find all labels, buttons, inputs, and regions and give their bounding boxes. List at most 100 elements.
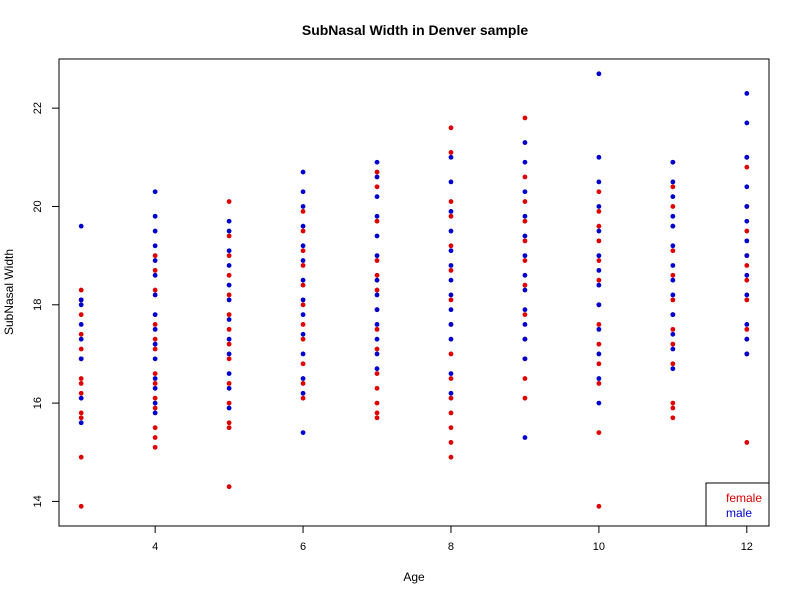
point-male-85 — [522, 189, 528, 195]
point-male-21 — [152, 213, 158, 219]
point-male-124 — [744, 154, 750, 160]
point-male-73 — [448, 179, 454, 185]
point-male-101 — [670, 366, 676, 372]
point-female-49 — [300, 228, 306, 234]
point-female-48 — [300, 248, 306, 254]
point-female-15 — [152, 425, 158, 431]
point-male-122 — [744, 204, 750, 209]
point-female-57 — [374, 326, 380, 332]
point-female-66 — [448, 440, 454, 445]
point-female-34 — [226, 312, 232, 318]
point-male-114 — [744, 351, 750, 357]
point-male-108 — [670, 243, 676, 249]
point-male-126 — [744, 91, 750, 96]
point-male-65 — [448, 322, 454, 327]
point-male-120 — [744, 238, 750, 244]
point-female-31 — [226, 356, 232, 362]
point-female-6 — [78, 376, 84, 381]
point-male-76 — [522, 356, 528, 362]
point-female-110 — [670, 326, 676, 332]
point-male-44 — [300, 243, 306, 249]
point-female-41 — [300, 381, 306, 386]
point-male-123 — [744, 184, 750, 190]
point-female-19 — [152, 371, 158, 377]
point-male-33 — [226, 228, 232, 234]
point-female-106 — [670, 405, 676, 411]
point-female-92 — [596, 503, 602, 509]
point-female-96 — [596, 341, 602, 347]
point-female-78 — [448, 150, 454, 155]
point-male-97 — [596, 204, 602, 209]
point-female-60 — [374, 272, 380, 278]
y-axis: 14 16 18 20 22 — [32, 102, 59, 508]
point-male-80 — [522, 287, 528, 293]
point-female-71 — [448, 351, 454, 357]
point-male-102 — [670, 346, 676, 352]
point-male-95 — [596, 253, 602, 259]
point-female-55 — [374, 371, 380, 377]
point-male-81 — [522, 272, 528, 278]
point-male-50 — [374, 351, 380, 357]
point-male-11 — [152, 376, 158, 381]
point-male-96 — [596, 228, 602, 234]
point-female-42 — [300, 361, 306, 367]
point-male-105 — [670, 292, 676, 298]
chart-title: SubNasal Width in Denver sample — [302, 22, 528, 38]
point-female-22 — [152, 322, 158, 327]
point-male-49 — [374, 366, 380, 372]
point-male-78 — [522, 322, 528, 327]
point-female-124 — [744, 277, 750, 283]
point-male-106 — [670, 277, 676, 283]
point-female-113 — [670, 272, 676, 278]
point-female-63 — [374, 184, 380, 190]
point-male-62 — [448, 390, 454, 396]
point-male-61 — [374, 159, 380, 165]
point-female-101 — [596, 238, 602, 244]
x-axis: 4 6 8 10 12 — [152, 526, 753, 553]
point-male-116 — [744, 322, 750, 327]
point-male-22 — [152, 189, 158, 195]
point-female-107 — [670, 400, 676, 406]
point-male-94 — [596, 267, 602, 273]
point-female-52 — [374, 410, 380, 416]
point-male-67 — [448, 292, 454, 298]
point-male-14 — [152, 326, 158, 332]
y-tick-label-16: 16 — [32, 397, 44, 409]
point-male-88 — [596, 400, 602, 406]
point-male-10 — [152, 385, 158, 391]
y-tick-label-18: 18 — [32, 299, 44, 311]
point-female-89 — [522, 199, 528, 204]
point-female-27 — [226, 425, 232, 431]
point-female-54 — [374, 385, 380, 391]
legend-entry-female: female — [726, 491, 762, 505]
point-female-64 — [374, 169, 380, 175]
point-female-37 — [226, 253, 232, 259]
point-female-9 — [78, 331, 84, 337]
point-female-123 — [744, 297, 750, 303]
point-male-37 — [300, 376, 306, 381]
point-female-75 — [448, 243, 454, 249]
point-male-58 — [374, 213, 380, 219]
point-female-10 — [78, 312, 84, 318]
point-male-45 — [300, 223, 306, 229]
point-male-66 — [448, 307, 454, 313]
point-male-27 — [226, 336, 232, 342]
point-male-59 — [374, 194, 380, 200]
point-female-69 — [448, 395, 454, 401]
point-female-40 — [300, 395, 306, 401]
point-female-38 — [226, 233, 232, 239]
point-male-63 — [448, 371, 454, 377]
point-male-113 — [670, 159, 676, 165]
point-female-80 — [522, 395, 528, 401]
point-male-17 — [152, 272, 158, 278]
point-female-117 — [670, 184, 676, 190]
point-female-108 — [670, 361, 676, 367]
x-axis-label: Age — [403, 570, 425, 584]
point-male-19 — [152, 243, 158, 249]
x-tick-label-12: 12 — [741, 541, 753, 553]
point-female-1 — [78, 454, 84, 460]
point-male-86 — [522, 159, 528, 165]
point-female-62 — [374, 218, 380, 224]
point-female-93 — [596, 430, 602, 435]
